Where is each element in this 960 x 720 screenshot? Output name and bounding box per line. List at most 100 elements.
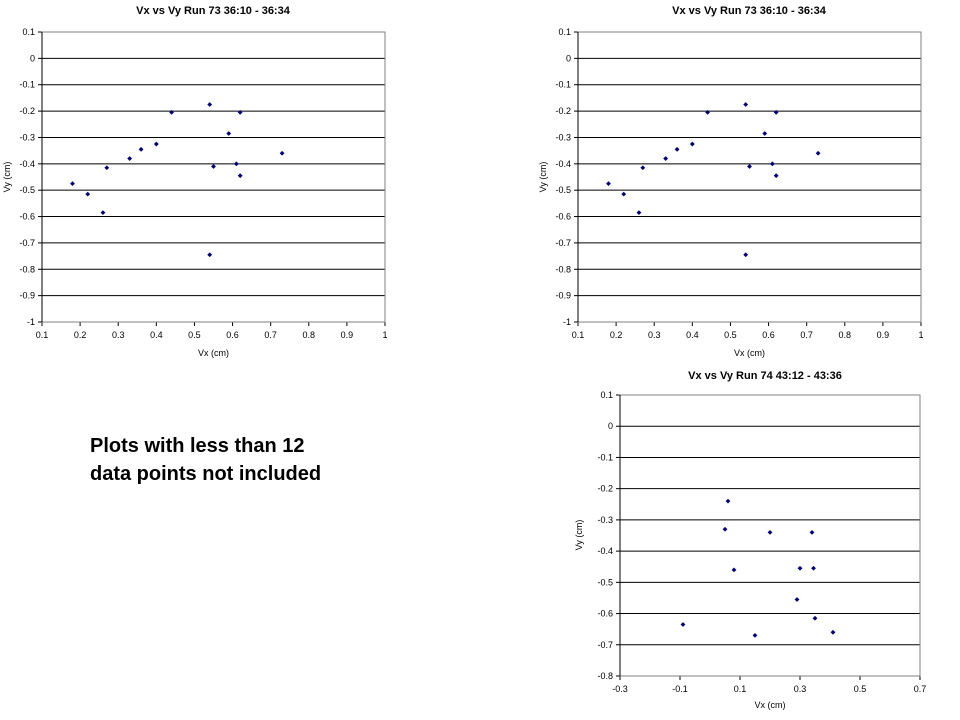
x-tick-label: 0.6 <box>226 330 239 340</box>
x-tick-label: 0.5 <box>724 330 737 340</box>
y-tick-label: -0.7 <box>19 238 35 248</box>
x-tick-label: -0.1 <box>672 684 688 694</box>
data-point <box>127 156 133 161</box>
data-point <box>207 102 213 107</box>
plot-area-frame <box>41 31 386 323</box>
data-point <box>722 526 728 532</box>
data-point <box>747 164 752 169</box>
chart-svg: 0.1 0 -0.1 -0.2 -0.3 -0.4 -0.5 -0.6 -0.7 -0.8 -0.… <box>574 370 927 710</box>
y-tick-label: -0.2 <box>597 484 613 494</box>
y-tick-label: -0.3 <box>555 132 571 142</box>
chart-title: Vx vs Vy Run 73 36:10 - 36:34 <box>672 5 827 17</box>
y-tick-label: -0.3 <box>597 515 613 525</box>
note-line-1: Plots with less than 12 <box>90 435 305 457</box>
y-tick-label: -0.3 <box>19 132 35 142</box>
y-tick-label: -0.8 <box>597 671 613 681</box>
y-tick-label: -0.2 <box>555 106 571 116</box>
data-point <box>237 173 243 179</box>
data-point <box>636 210 642 215</box>
note-text: Plots with less than 12 data points not … <box>90 432 390 488</box>
y-tick-label: -0.9 <box>555 291 571 301</box>
data-point <box>640 165 646 171</box>
x-tick-label: 0.4 <box>686 330 699 340</box>
data-point <box>153 141 159 147</box>
x-tick-label: 0.2 <box>610 330 623 340</box>
x-tick-label: 0.7 <box>264 330 277 340</box>
x-tick-label: 0.6 <box>762 330 775 340</box>
x-tick-label: 0.4 <box>150 330 163 340</box>
x-tick-label: 0.9 <box>341 330 354 340</box>
data-point <box>226 131 232 136</box>
data-point <box>138 146 144 152</box>
x-tick-label: 0.3 <box>794 684 807 694</box>
data-point <box>809 529 815 535</box>
data-point <box>85 191 91 197</box>
y-tick-label: -0.5 <box>597 577 613 587</box>
data-point <box>233 161 239 167</box>
data-point <box>207 252 213 258</box>
plot-area-frame <box>619 394 921 677</box>
data-point <box>773 110 779 115</box>
y-tick-label: -0.7 <box>597 640 613 650</box>
x-axis-label: Vx (cm) <box>755 700 786 710</box>
y-tick-label: -0.6 <box>555 212 571 222</box>
y-tick-label: 0 <box>566 53 571 63</box>
x-tick-label: 0.2 <box>74 330 87 340</box>
data-point <box>100 210 106 215</box>
data-point <box>705 110 710 115</box>
data-point <box>767 529 773 535</box>
x-tick-label: 0.7 <box>914 684 927 694</box>
y-tick-label: 0 <box>608 421 613 431</box>
data-point <box>680 622 686 627</box>
x-tick-label: 0.1 <box>734 684 747 694</box>
scatter-chart-run74: 0.1 0 -0.1 -0.2 -0.3 -0.4 -0.5 -0.6 -0.7 -0.8 -0.… <box>570 362 930 720</box>
data-point <box>743 252 749 258</box>
data-point <box>70 181 75 186</box>
data-point <box>797 565 803 571</box>
data-point <box>762 131 768 136</box>
y-tick-label: -0.8 <box>555 264 571 274</box>
y-tick-label: -0.5 <box>555 185 571 195</box>
data-point <box>773 173 779 179</box>
x-tick-label: 0.9 <box>877 330 890 340</box>
chart-svg: 0.1 0 -0.1 -0.2 -0.3 -0.4 -0.5 -0.6 -0.7 -0.8 -0.9… <box>2 5 388 358</box>
y-tick-label: -0.1 <box>597 452 613 462</box>
x-tick-label: 0.3 <box>112 330 125 340</box>
data-point <box>769 161 775 167</box>
x-axis-label: Vx (cm) <box>198 348 229 358</box>
x-tick-label: 0.3 <box>648 330 661 340</box>
y-tick-label: -1 <box>563 317 571 327</box>
y-tick-label: 0.1 <box>22 27 35 37</box>
data-point <box>752 633 758 638</box>
y-tick-label: -0.6 <box>19 212 35 222</box>
y-tick-label: -0.2 <box>19 106 35 116</box>
y-tick-label: -0.1 <box>19 80 35 90</box>
data-point <box>663 156 669 161</box>
data-point <box>169 110 174 115</box>
y-tick-label: -0.4 <box>19 159 35 169</box>
data-point <box>606 181 611 186</box>
x-tick-label: 0.5 <box>188 330 201 340</box>
y-tick-label: -0.6 <box>597 609 613 619</box>
data-point <box>830 629 836 635</box>
y-tick-label: -0.8 <box>19 264 35 274</box>
y-tick-label: -0.1 <box>555 80 571 90</box>
x-tick-label: 0.8 <box>303 330 316 340</box>
y-tick-label: 0.1 <box>558 27 571 37</box>
x-tick-label: 0.8 <box>839 330 852 340</box>
data-point <box>621 191 627 197</box>
data-point <box>237 110 243 115</box>
y-tick-label: -0.4 <box>555 159 571 169</box>
x-tick-label: -0.3 <box>612 684 628 694</box>
data-point <box>674 146 680 152</box>
data-point <box>743 102 749 107</box>
y-tick-label: -0.7 <box>555 238 571 248</box>
y-axis-label: Vy (cm) <box>538 162 548 193</box>
chart-title: Vx vs Vy Run 73 36:10 - 36:34 <box>136 5 291 17</box>
data-point <box>725 498 731 504</box>
plot-area-frame <box>577 31 922 323</box>
chart-title: Vx vs Vy Run 74 43:12 - 43:36 <box>688 370 842 382</box>
data-point <box>689 141 695 147</box>
scatter-chart-run73-right: 0.1 0 -0.1 -0.2 -0.3 -0.4 -0.5 -0.6 -0.7 -0.8 -0.9… <box>536 0 936 360</box>
y-tick-label: 0 <box>30 53 35 63</box>
